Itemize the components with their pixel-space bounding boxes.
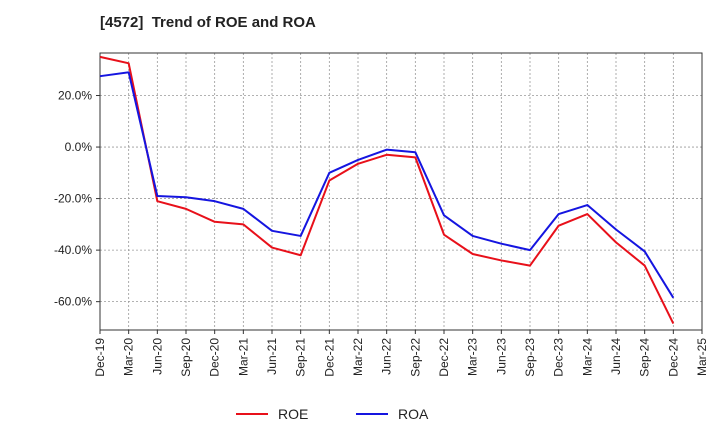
x-tick-label: Sep-21: [294, 338, 308, 377]
x-tick-label: Sep-22: [408, 338, 422, 377]
x-tick-label: Jun-21: [265, 338, 279, 375]
x-tick-label: Mar-25: [695, 338, 709, 376]
plot-area-frame: [99, 52, 703, 331]
x-tick-label: Dec-24: [666, 338, 680, 377]
x-tick-label: Sep-24: [638, 338, 652, 377]
x-tick-label: Dec-20: [208, 338, 222, 377]
y-tick-label: -40.0%: [54, 243, 92, 257]
x-tick-label: Sep-23: [523, 338, 537, 377]
legend: ROE ROA: [236, 406, 429, 422]
x-tick-label: Dec-23: [552, 338, 566, 377]
x-tick-label: Mar-24: [580, 338, 594, 376]
legend-label-roe: ROE: [278, 406, 308, 422]
x-tick-label: Mar-21: [236, 338, 250, 376]
series-layer: [99, 55, 675, 325]
x-tick-label: Jun-23: [494, 338, 508, 375]
series-line-roa: [99, 71, 675, 299]
x-axis: Dec-19 Mar-20 Jun-20 Sep-20 Dec-20 Mar-21 Jun-…: [93, 330, 709, 377]
x-tick-label: Mar-20: [122, 338, 136, 376]
x-tick-label: Dec-22: [437, 338, 451, 377]
series-line-roe: [99, 55, 675, 325]
y-tick-label: 20.0%: [58, 89, 92, 103]
grid-layer: [100, 53, 702, 330]
x-tick-label: Jun-24: [609, 338, 623, 375]
y-tick-label: 0.0%: [65, 140, 93, 154]
x-tick-label: Jun-22: [380, 338, 394, 375]
legend-label-roa: ROA: [398, 406, 429, 422]
x-tick-label: Jun-20: [150, 338, 164, 375]
y-axis: 20.0% 0.0% -20.0% -40.0% -60.0%: [54, 89, 100, 309]
x-tick-label: Mar-22: [351, 338, 365, 376]
x-tick-label: Dec-21: [322, 338, 336, 377]
y-tick-label: -60.0%: [54, 295, 92, 309]
x-tick-label: Sep-20: [179, 338, 193, 377]
x-tick-label: Mar-23: [466, 338, 480, 376]
y-tick-label: -20.0%: [54, 192, 92, 206]
x-tick-label: Dec-19: [93, 338, 107, 377]
chart-title: [4572] Trend of ROE and ROA: [100, 14, 316, 31]
